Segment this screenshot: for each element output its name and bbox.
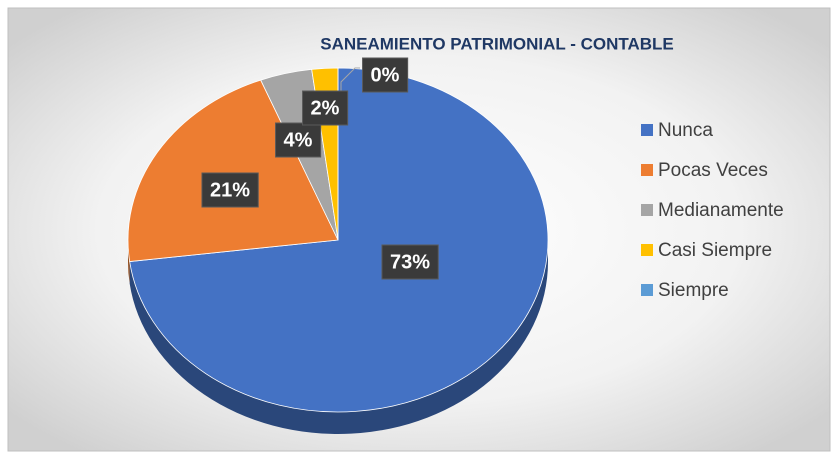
- legend-swatch: [641, 244, 653, 256]
- pie-slice: [129, 67, 549, 413]
- data-label-box: [302, 90, 349, 126]
- legend-swatch: [641, 124, 653, 136]
- legend-swatch: [641, 164, 653, 176]
- data-label-box: [201, 172, 259, 208]
- data-label: 0%: [371, 64, 400, 86]
- legend-label: Casi Siempre: [658, 240, 772, 261]
- data-label-box: [362, 57, 409, 93]
- legend: Nunca Pocas Veces Medianamente Casi Siempre…: [641, 120, 784, 301]
- pie-slice: [127, 79, 339, 262]
- data-label: 73%: [390, 251, 430, 273]
- data-label-box: [275, 122, 322, 158]
- legend-label: Pocas Veces: [658, 160, 768, 181]
- chart-title: SANEAMIENTO PATRIMONIAL - CONTABLE: [320, 34, 674, 53]
- data-label: 21%: [210, 179, 250, 201]
- data-label: 4%: [284, 129, 313, 151]
- legend-swatch: [641, 204, 653, 216]
- data-labels: 73% 21% 4% 2% 0%: [201, 57, 439, 280]
- data-label: 2%: [311, 97, 340, 119]
- legend-swatch: [641, 284, 653, 296]
- data-label-box: [381, 244, 439, 280]
- legend-label: Siempre: [658, 280, 729, 301]
- legend-label: Nunca: [658, 120, 713, 141]
- legend-label: Medianamente: [658, 200, 784, 221]
